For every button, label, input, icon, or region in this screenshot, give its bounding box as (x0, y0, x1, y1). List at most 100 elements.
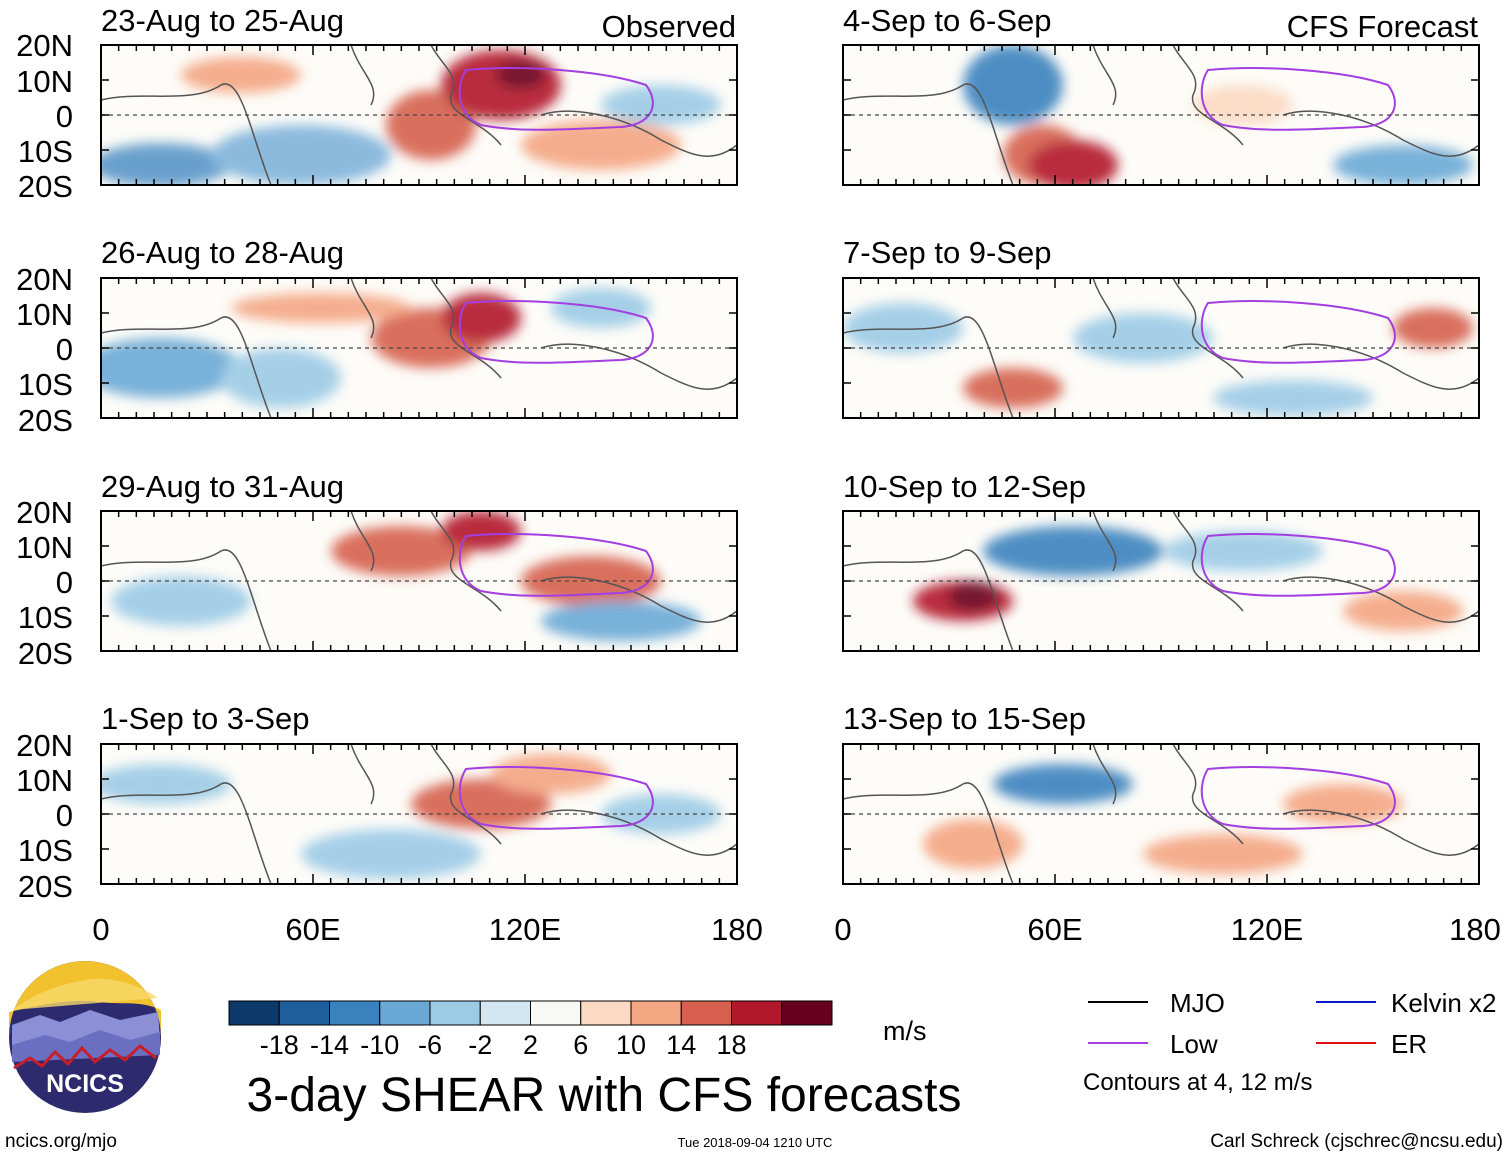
shear-anomaly (521, 120, 681, 170)
lon-tick-label: 60E (1027, 912, 1082, 947)
shear-anomaly (181, 57, 301, 93)
panel-title: 29-Aug to 31-Aug (101, 469, 344, 504)
shear-anomaly (301, 829, 481, 879)
shear-anomaly (601, 85, 721, 125)
lat-tick-label: 20N (16, 728, 73, 763)
lat-tick-label: 20S (18, 636, 73, 671)
shear-anomaly (1073, 313, 1213, 363)
panel-title: 7-Sep to 9-Sep (843, 235, 1052, 270)
map-panel (100, 277, 738, 419)
low-contour (1200, 533, 1396, 597)
panel-title: 1-Sep to 3-Sep (101, 701, 310, 736)
lat-axis-row-3: 20N 10N 0 10S 20S (16, 495, 73, 671)
colorbar-segment (278, 1000, 330, 1026)
colorbar-segment (228, 1000, 280, 1026)
shear-anomaly (993, 764, 1133, 804)
shear-anomaly (843, 303, 963, 353)
colorbar-tick-label: 6 (573, 1030, 588, 1060)
timestamp: Tue 2018-09-04 1210 UTC (678, 1135, 833, 1150)
shear-anomaly (101, 764, 231, 804)
contour-legend: MJO Kelvin x2 Low ER Contours at 4, 12 m… (1083, 988, 1497, 1096)
legend-label: ER (1391, 1029, 1427, 1059)
legend-note: Contours at 4, 12 m/s (1083, 1069, 1312, 1096)
map-panel (842, 277, 1480, 419)
lon-tick-label: 0 (834, 912, 851, 947)
shear-anomaly (441, 511, 521, 551)
shear-anomaly (1343, 591, 1463, 631)
lon-tick-label: 120E (1231, 912, 1303, 947)
colorbar-segment (479, 1000, 531, 1026)
coastline (100, 510, 738, 652)
shear-anomaly (211, 125, 391, 185)
colorbar-segment (429, 1000, 481, 1026)
shear-anomaly (101, 143, 231, 185)
lon-tick-label: 0 (92, 912, 109, 947)
lon-tick-label: 180 (1449, 912, 1501, 947)
ncics-logo: NCICS (9, 961, 161, 1113)
panel-title: 13-Sep to 15-Sep (843, 701, 1086, 736)
low-contour (458, 766, 654, 830)
colorbar-segment (630, 1000, 682, 1026)
map-panel (842, 44, 1480, 186)
coastline (100, 743, 738, 885)
lat-tick-label: 0 (56, 332, 73, 367)
colorbar: -18 -14 -10 -6 -2 2 6 10 14 18 (228, 1000, 833, 1060)
legend-label: Low (1170, 1029, 1218, 1059)
colorbar-segment (379, 1000, 431, 1026)
shear-anomaly (111, 576, 251, 626)
colorbar-unit: m/s (883, 1016, 927, 1046)
source-link: ncics.org/mjo (5, 1131, 117, 1152)
low-contour (458, 533, 654, 597)
lat-axis-row-4: 20N 10N 0 10S 20S (16, 728, 73, 904)
lat-tick-label: 20N (16, 495, 73, 530)
coastline (100, 44, 738, 186)
credit: Carl Schreck (cjschrec@ncsu.edu) (1210, 1131, 1503, 1152)
lat-tick-label: 10S (18, 833, 73, 868)
colorbar-segment (781, 1000, 833, 1026)
shear-anomaly (491, 754, 611, 794)
panel-title: 4-Sep to 6-Sep (843, 3, 1052, 38)
shear-anomaly (1213, 380, 1373, 416)
colorbar-segment (329, 1000, 381, 1026)
shear-anomaly (221, 348, 341, 408)
lat-tick-label: 10S (18, 134, 73, 169)
lat-tick-label: 20S (18, 403, 73, 438)
colorbar-tick-label: 18 (716, 1030, 746, 1060)
colorbar-tick-label: -14 (310, 1030, 349, 1060)
shear-anomaly (1163, 531, 1323, 571)
shear-anomaly (1143, 834, 1303, 874)
shear-field (963, 45, 1473, 185)
lat-tick-label: 0 (56, 565, 73, 600)
lat-tick-label: 10N (16, 530, 73, 565)
shear-anomaly (101, 338, 241, 398)
lat-tick-label: 20N (16, 28, 73, 63)
colorbar-tick-label: -10 (360, 1030, 399, 1060)
low-contour (1200, 766, 1396, 830)
lon-tick-label: 180 (711, 912, 763, 947)
panel-background (843, 511, 1479, 651)
lat-tick-label: 10N (16, 763, 73, 798)
low-contour (1200, 67, 1396, 131)
shear-anomaly (541, 601, 701, 641)
low-contour (458, 67, 654, 131)
legend-label: Kelvin x2 (1391, 988, 1497, 1018)
lat-tick-label: 0 (56, 99, 73, 134)
lat-tick-label: 10N (16, 297, 73, 332)
colorbar-tick-label: 14 (666, 1030, 696, 1060)
lat-axis-row-2: 20N 10N 0 10S 20S (16, 262, 73, 438)
shear-field (101, 288, 651, 408)
map-panel (842, 743, 1480, 885)
shear-field (913, 526, 1463, 631)
colorbar-segment (680, 1000, 732, 1026)
shear-field (101, 754, 721, 879)
lon-tick-label: 60E (285, 912, 340, 947)
forecast-column-label: CFS Forecast (1287, 9, 1479, 44)
shear-anomaly (1028, 140, 1118, 185)
shear-anomaly (331, 526, 471, 576)
lat-tick-label: 20S (18, 169, 73, 204)
shear-field (923, 764, 1403, 874)
panel-title: 23-Aug to 25-Aug (101, 3, 344, 38)
colorbar-tick-label: 2 (523, 1030, 538, 1060)
shear-anomaly (411, 779, 551, 829)
colorbar-tick-label: 10 (616, 1030, 646, 1060)
